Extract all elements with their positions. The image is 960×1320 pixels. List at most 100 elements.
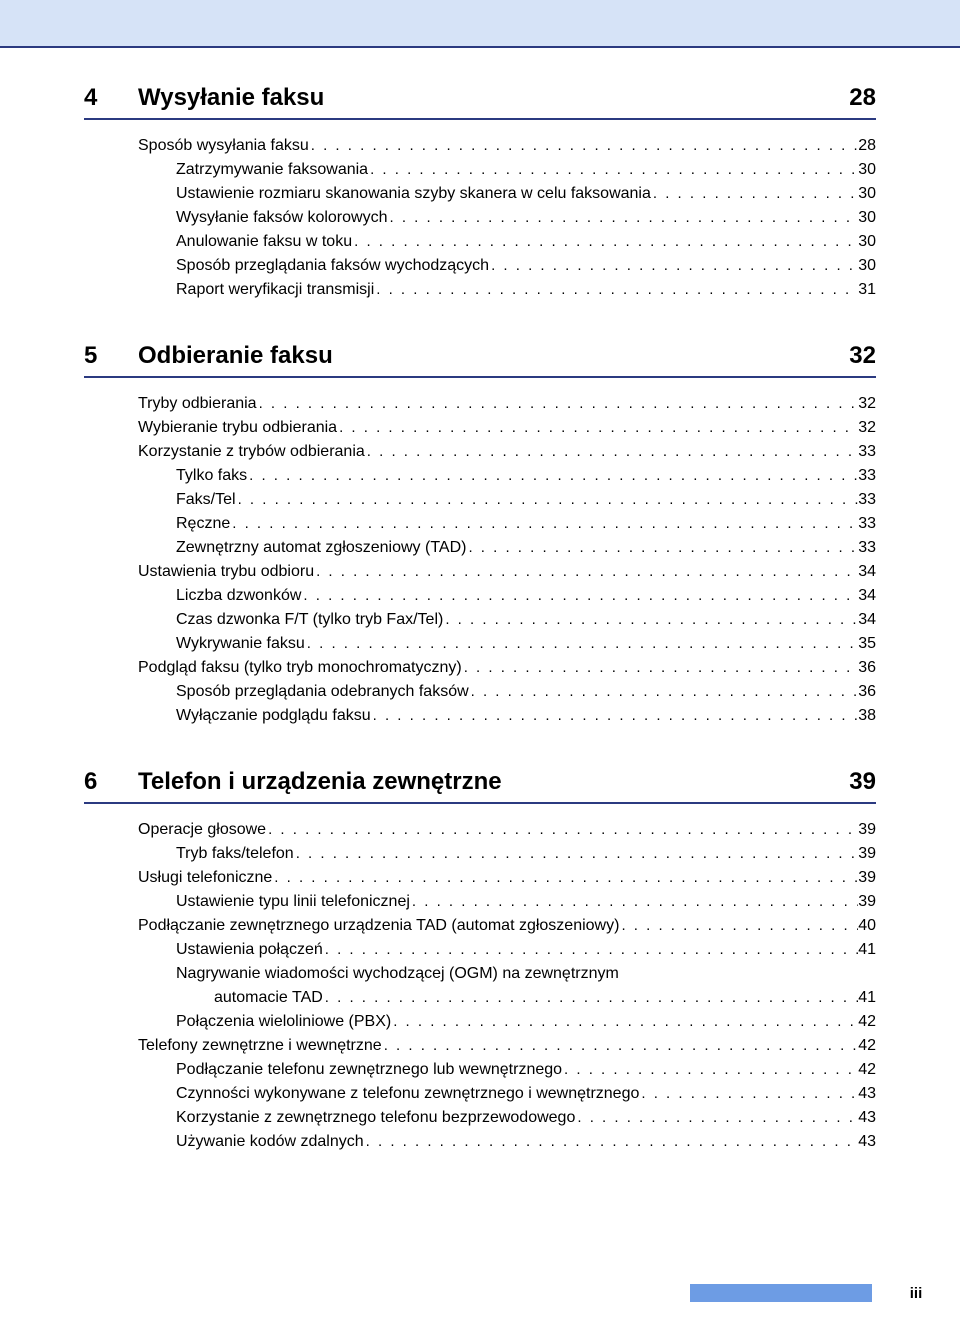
toc-entry-page: 42 bbox=[858, 1034, 876, 1058]
toc-leader: . . . . . . . . . . . . . . . . . . . . … bbox=[364, 1131, 859, 1154]
toc-entry-page: 30 bbox=[858, 254, 876, 278]
toc-section: 6Telefon i urządzenia zewnętrzne39 Operac… bbox=[84, 768, 876, 1154]
toc-entry-text: Operacje głosowe bbox=[138, 818, 266, 842]
toc-entry-page: 32 bbox=[858, 416, 876, 440]
toc-leader: . . . . . . . . . . . . . . . . . . . . … bbox=[230, 513, 858, 536]
toc-entry-text: Czynności wykonywane z telefonu zewnętrz… bbox=[176, 1082, 639, 1106]
toc-leader: . . . . . . . . . . . . . . . . . . . . … bbox=[305, 633, 858, 656]
toc-leader: . . . . . . . . . . . . . . . . . . . . … bbox=[323, 987, 858, 1010]
toc-entry-page: 43 bbox=[858, 1106, 876, 1130]
page-number: iii bbox=[872, 1285, 960, 1302]
toc-entry: Zatrzymywanie faksowania. . . . . . . . … bbox=[138, 158, 876, 182]
toc-entry-text: Ustawienia trybu odbioru bbox=[138, 560, 314, 584]
toc-entry: Ręczne. . . . . . . . . . . . . . . . . … bbox=[138, 512, 876, 536]
section-page: 28 bbox=[849, 84, 876, 112]
toc-entry: Czas dzwonka F/T (tylko tryb Fax/Tel). .… bbox=[138, 608, 876, 632]
toc-entry-text: Podłączanie zewnętrznego urządzenia TAD … bbox=[138, 914, 619, 938]
toc-entry-text: Ustawienie typu linii telefonicznej bbox=[176, 890, 410, 914]
toc-leader: . . . . . . . . . . . . . . . . . . . . … bbox=[266, 819, 858, 842]
toc-leader: . . . . . . . . . . . . . . . . . . . . … bbox=[382, 1035, 859, 1058]
toc-entry-page: 40 bbox=[858, 914, 876, 938]
toc-entry-text: Nagrywanie wiadomości wychodzącej (OGM) … bbox=[176, 962, 619, 986]
toc-entry-text: automacie TAD bbox=[214, 986, 323, 1010]
toc-leader: . . . . . . . . . . . . . . . . . . . . … bbox=[323, 939, 858, 962]
toc-entry-page: 39 bbox=[858, 866, 876, 890]
toc-leader: . . . . . . . . . . . . . . . . . . . . … bbox=[294, 843, 859, 866]
toc-entry-page: 41 bbox=[858, 938, 876, 962]
toc-entry: Podgląd faksu (tylko tryb monochromatycz… bbox=[138, 656, 876, 680]
toc-entry-page: 33 bbox=[858, 512, 876, 536]
toc-leader: . . . . . . . . . . . . . . . . . . . . … bbox=[236, 489, 859, 512]
toc-entry: Zewnętrzny automat zgłoszeniowy (TAD). .… bbox=[138, 536, 876, 560]
toc-entry-page: 36 bbox=[858, 656, 876, 680]
toc-entry: Usługi telefoniczne. . . . . . . . . . .… bbox=[138, 866, 876, 890]
toc-entry-text: Faks/Tel bbox=[176, 488, 236, 512]
section-heading: 5Odbieranie faksu32 bbox=[84, 342, 876, 378]
toc-entry: Korzystanie z zewnętrznego telefonu bezp… bbox=[138, 1106, 876, 1130]
toc-entry-text: Wyłączanie podglądu faksu bbox=[176, 704, 371, 728]
toc-leader: . . . . . . . . . . . . . . . . . . . . … bbox=[391, 1011, 858, 1034]
toc-entry-text: Anulowanie faksu w toku bbox=[176, 230, 352, 254]
toc-entry-text: Korzystanie z zewnętrznego telefonu bezp… bbox=[176, 1106, 575, 1130]
toc-entry-page: 34 bbox=[858, 584, 876, 608]
toc-entry-page: 30 bbox=[858, 230, 876, 254]
footer-accent-bar bbox=[690, 1284, 872, 1302]
toc-leader: . . . . . . . . . . . . . . . . . . . . … bbox=[562, 1059, 858, 1082]
toc-entry-text: Sposób przeglądania faksów wychodzących bbox=[176, 254, 489, 278]
toc-leader: . . . . . . . . . . . . . . . . . . . . … bbox=[575, 1107, 858, 1130]
section-number: 6 bbox=[84, 768, 138, 796]
toc-section: 4Wysyłanie faksu28Sposób wysyłania faksu… bbox=[84, 84, 876, 302]
toc-leader: . . . . . . . . . . . . . . . . . . . . … bbox=[309, 135, 858, 158]
toc-entry: Ustawienie rozmiaru skanowania szyby ska… bbox=[138, 182, 876, 206]
toc-entry: Tylko faks. . . . . . . . . . . . . . . … bbox=[138, 464, 876, 488]
toc-entry: Ustawienia połączeń. . . . . . . . . . .… bbox=[138, 938, 876, 962]
header-rule bbox=[0, 46, 960, 48]
toc-entry: Połączenia wieloliniowe (PBX). . . . . .… bbox=[138, 1010, 876, 1034]
toc-leader: . . . . . . . . . . . . . . . . . . . . … bbox=[651, 183, 858, 206]
footer: iii bbox=[690, 1284, 960, 1302]
toc-leader: . . . . . . . . . . . . . . . . . . . . … bbox=[368, 159, 858, 182]
toc-entry-page: 31 bbox=[858, 278, 876, 302]
toc-entry-page: 34 bbox=[858, 608, 876, 632]
toc-entry-page: 33 bbox=[858, 440, 876, 464]
toc-entry-text: Sposób wysyłania faksu bbox=[138, 134, 309, 158]
toc-leader: . . . . . . . . . . . . . . . . . . . . … bbox=[469, 681, 859, 704]
toc-entry: Sposób przeglądania odebranych faksów. .… bbox=[138, 680, 876, 704]
toc-entry-text: Zatrzymywanie faksowania bbox=[176, 158, 368, 182]
toc-leader: . . . . . . . . . . . . . . . . . . . . … bbox=[410, 891, 858, 914]
section-heading: 6Telefon i urządzenia zewnętrzne39 bbox=[84, 768, 876, 804]
toc-entry: Podłączanie telefonu zewnętrznego lub we… bbox=[138, 1058, 876, 1082]
section-entries: Tryby odbierania . . . . . . . . . . . . … bbox=[84, 392, 876, 728]
toc-entry-page: 39 bbox=[858, 818, 876, 842]
toc-entry-text: Raport weryfikacji transmisji bbox=[176, 278, 374, 302]
toc-entry-page: 42 bbox=[858, 1058, 876, 1082]
toc-content: 4Wysyłanie faksu28Sposób wysyłania faksu… bbox=[84, 84, 876, 1194]
toc-leader: . . . . . . . . . . . . . . . . . . . . … bbox=[337, 417, 858, 440]
toc-entry-text: Zewnętrzny automat zgłoszeniowy (TAD) bbox=[176, 536, 466, 560]
toc-entry-page: 30 bbox=[858, 182, 876, 206]
toc-entry-page: 28 bbox=[858, 134, 876, 158]
section-page: 32 bbox=[849, 342, 876, 370]
toc-entry-page: 32 bbox=[858, 392, 876, 416]
toc-leader: . . . . . . . . . . . . . . . . . . . . … bbox=[374, 279, 858, 302]
toc-entry-text: Telefony zewnętrzne i wewnętrzne bbox=[138, 1034, 382, 1058]
toc-entry: Wykrywanie faksu. . . . . . . . . . . . … bbox=[138, 632, 876, 656]
toc-entry-text: Używanie kodów zdalnych bbox=[176, 1130, 364, 1154]
toc-entry: Anulowanie faksu w toku. . . . . . . . .… bbox=[138, 230, 876, 254]
toc-entry: Nagrywanie wiadomości wychodzącej (OGM) … bbox=[138, 962, 876, 986]
toc-entry-text: Ustawienia połączeń bbox=[176, 938, 323, 962]
toc-entry-text: Podgląd faksu (tylko tryb monochromatycz… bbox=[138, 656, 462, 680]
toc-entry-text: Ręczne bbox=[176, 512, 230, 536]
toc-entry-text: Połączenia wieloliniowe (PBX) bbox=[176, 1010, 391, 1034]
toc-entry: automacie TAD. . . . . . . . . . . . . .… bbox=[138, 986, 876, 1010]
toc-entry: Ustawienie typu linii telefonicznej. . .… bbox=[138, 890, 876, 914]
toc-entry: Wybieranie trybu odbierania. . . . . . .… bbox=[138, 416, 876, 440]
toc-entry-text: Tryby odbierania bbox=[138, 392, 257, 416]
toc-entry: Korzystanie z trybów odbierania. . . . .… bbox=[138, 440, 876, 464]
toc-entry-page: 33 bbox=[858, 536, 876, 560]
toc-entry-text: Czas dzwonka F/T (tylko tryb Fax/Tel) bbox=[176, 608, 443, 632]
toc-entry-text: Sposób przeglądania odebranych faksów bbox=[176, 680, 469, 704]
section-page: 39 bbox=[849, 768, 876, 796]
toc-entry-page: 41 bbox=[858, 986, 876, 1010]
section-number: 5 bbox=[84, 342, 138, 370]
